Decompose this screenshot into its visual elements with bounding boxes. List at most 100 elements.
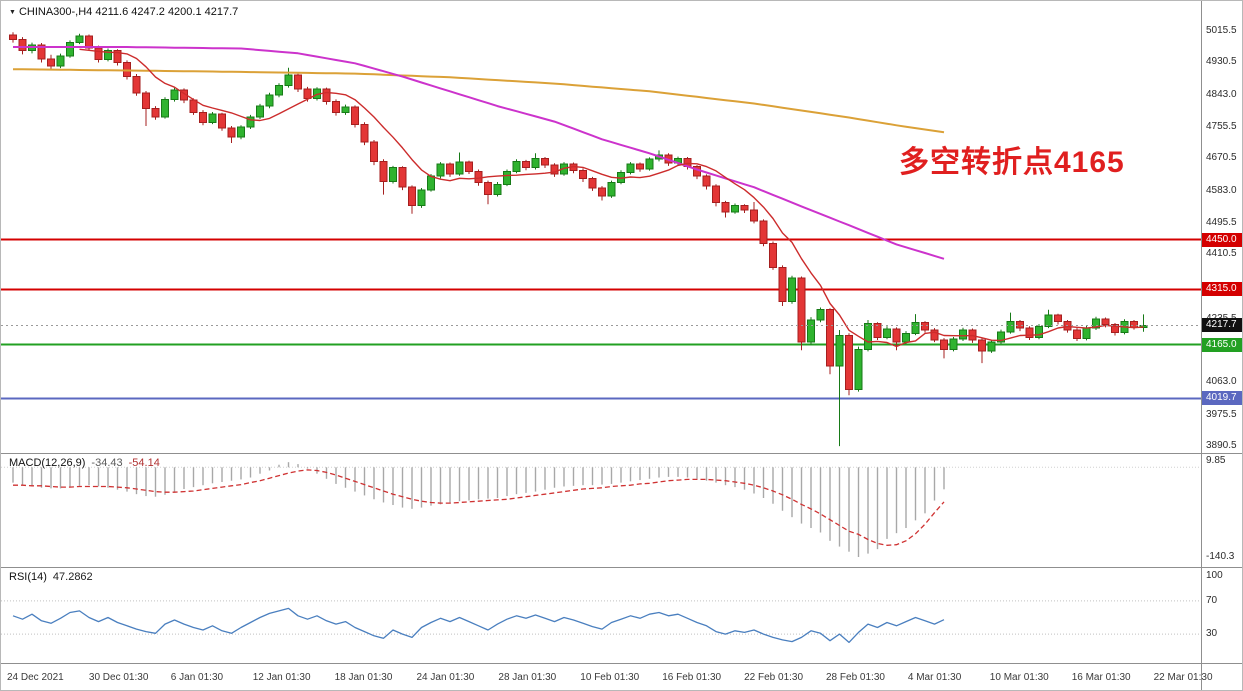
candle — [94, 47, 103, 61]
candle — [864, 323, 872, 351]
macd-label: MACD(12,26,9) — [9, 457, 86, 469]
candle — [845, 335, 853, 390]
candle — [531, 157, 540, 169]
candle — [1130, 321, 1138, 328]
price-badge-4450.0: 4450.0 — [1202, 232, 1242, 247]
candle — [237, 126, 245, 138]
macd-scale-label: -140.3 — [1206, 551, 1235, 562]
candle — [332, 101, 340, 113]
candle — [721, 202, 730, 213]
macd-header: MACD(12,26,9) -34.43 -54.14 — [9, 457, 160, 469]
candle — [408, 186, 416, 207]
candle — [1111, 323, 1119, 334]
time-axis[interactable]: 24 Dec 2021 30 Dec 01:30 6 Jan 01:30 12 Jan… — [1, 665, 1242, 690]
ma-mid-magenta-line — [13, 46, 945, 260]
candle — [854, 349, 863, 390]
candle — [949, 338, 958, 351]
candle — [142, 92, 150, 110]
rsi-label: RSI(14) — [9, 571, 47, 583]
candle — [778, 266, 787, 303]
price-badge-4217.7: 4217.7 — [1202, 318, 1242, 333]
candle — [1101, 318, 1110, 325]
candle — [493, 183, 502, 196]
candle — [465, 161, 473, 172]
candle — [512, 160, 521, 172]
candle — [712, 185, 720, 204]
candle — [930, 329, 939, 341]
time-label: 28 Jan 01:30 — [498, 672, 557, 683]
price-scale-label: 4235.5 — [1206, 313, 1237, 325]
rsi-path — [12, 607, 945, 644]
candle — [417, 189, 426, 207]
candle — [1082, 327, 1091, 339]
candle — [826, 309, 834, 367]
candle — [37, 44, 46, 60]
candle — [759, 220, 768, 244]
candle — [341, 106, 350, 113]
candle — [740, 205, 749, 211]
candle — [104, 50, 112, 61]
time-label: 18 Jan 01:30 — [334, 672, 393, 683]
candle — [1044, 314, 1053, 327]
candle — [731, 205, 739, 213]
candle — [446, 163, 454, 175]
candle — [284, 74, 293, 86]
candle — [208, 113, 217, 123]
candle — [275, 84, 283, 96]
price-scale[interactable]: 5015.5 4930.5 4843.0 4755.5 4670.5 4583.0 4495… — [1202, 1, 1242, 690]
candle — [940, 339, 948, 351]
candle — [351, 106, 359, 126]
candle — [1054, 314, 1062, 322]
time-label: 24 Jan 01:30 — [416, 672, 475, 683]
time-label: 16 Mar 01:30 — [1071, 672, 1131, 683]
candle — [66, 41, 74, 57]
candle — [199, 111, 207, 123]
candle — [256, 105, 264, 118]
time-label: 10 Mar 01:30 — [989, 672, 1049, 683]
candle — [607, 181, 616, 197]
candle — [18, 39, 27, 52]
macd-signal-path — [13, 469, 945, 546]
candle — [294, 74, 302, 90]
price-scale-label: 4063.0 — [1206, 376, 1237, 388]
candle — [645, 158, 654, 170]
candle — [503, 170, 511, 185]
ma-slow-orange-line — [12, 68, 945, 134]
candle — [455, 161, 464, 175]
candle — [151, 108, 160, 118]
price-scale-label: 5015.5 — [1206, 25, 1237, 36]
ohlc-values: 4211.6 4247.2 4200.1 4217.7 — [95, 6, 239, 18]
candle — [47, 58, 55, 67]
candle — [1092, 318, 1100, 329]
macd-signal-line — [13, 469, 945, 546]
bull-bear-turning-point-annotation[interactable]: 多空转折点4165 — [899, 146, 1125, 179]
macd-main-value: -34.43 — [91, 457, 123, 469]
candle — [911, 322, 920, 334]
candle — [921, 322, 929, 331]
horizontal-level-lines[interactable] — [1, 238, 1201, 400]
ma-fast-red-path — [79, 48, 1144, 348]
candle — [370, 141, 378, 162]
candle — [75, 35, 84, 43]
candle — [892, 328, 901, 343]
candle — [626, 163, 635, 173]
candle — [398, 167, 407, 188]
rsi-scale-label: 30 — [1206, 628, 1218, 640]
time-label: 24 Dec 2021 — [7, 672, 64, 683]
time-label: 4 Mar 01:30 — [907, 672, 962, 683]
candle — [541, 157, 549, 166]
candle — [883, 328, 891, 338]
price-scale-label: 4755.5 — [1206, 120, 1237, 132]
candle — [550, 164, 559, 175]
price-scale-label: 4670.5 — [1206, 152, 1237, 164]
candle — [161, 98, 169, 118]
candle — [598, 187, 606, 197]
candle — [1006, 321, 1015, 333]
candles-layer — [9, 32, 1148, 447]
candle — [902, 332, 910, 343]
candle — [788, 277, 796, 303]
rsi-line — [12, 607, 945, 644]
candle — [227, 127, 236, 138]
